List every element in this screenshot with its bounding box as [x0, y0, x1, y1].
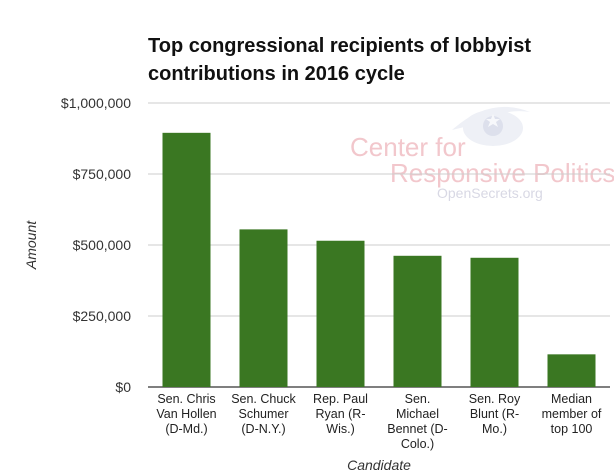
watermark-line-3: OpenSecrets.org: [437, 185, 543, 201]
x-category-label: Rep. Paul Ryan (R-Wis.): [313, 392, 368, 436]
chart-title-line-1: Top congressional recipients of lobbyist: [148, 35, 531, 57]
watermark: Center for Responsive Politics OpenSecre…: [350, 106, 614, 201]
bars: [162, 132, 596, 387]
y-tick-label: $0: [115, 379, 131, 395]
x-category-label: Sen. Roy Blunt (R-Mo.): [469, 392, 521, 436]
bar: [162, 132, 211, 387]
watermark-line-2: Responsive Politics: [390, 158, 614, 188]
x-axis-title: Candidate: [347, 457, 411, 473]
y-axis-title: Amount: [23, 220, 39, 270]
y-tick-label: $250,000: [73, 308, 132, 324]
bar: [393, 255, 442, 387]
x-category-label: Sen. Chuck Schumer (D-N.Y.): [231, 392, 296, 436]
chart-title-line-2: contributions in 2016 cycle: [148, 63, 405, 85]
x-category-label: Sen. Chris Van Hollen (D-Md.): [156, 392, 216, 436]
bar: [470, 257, 519, 387]
bar: [316, 240, 365, 387]
watermark-eye-icon: [452, 106, 530, 146]
bar: [547, 354, 596, 387]
y-tick-label: $500,000: [73, 237, 132, 253]
watermark-line-1: Center for: [350, 132, 466, 162]
x-category-label: Sen. Michael Bennet (D-Colo.): [387, 392, 447, 451]
bar: [239, 229, 288, 387]
y-tick-labels: $0 $250,000 $500,000 $750,000 $1,000,000: [61, 95, 131, 395]
y-tick-label: $750,000: [73, 166, 132, 182]
y-tick-label: $1,000,000: [61, 95, 131, 111]
gridlines: [148, 102, 610, 388]
x-category-label: Median member of top 100: [542, 392, 602, 436]
x-category-labels: Sen. Chris Van Hollen (D-Md.) Sen. Chuck Sch…: [156, 392, 602, 451]
